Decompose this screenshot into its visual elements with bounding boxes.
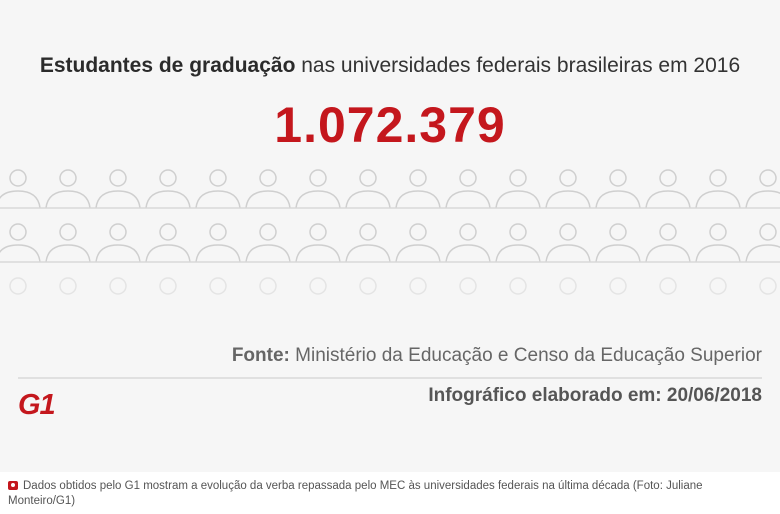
person-icon [395,223,441,263]
person-icon [309,277,327,295]
person-icon [595,223,641,263]
person-icon [595,169,641,209]
person-icon [445,169,491,209]
person-icon [645,169,691,209]
person-icon [195,169,241,209]
person-icon [345,169,391,209]
person-icon [145,169,191,209]
infographic-title: Estudantes de graduação nas universidade… [0,54,780,78]
person-icon [209,277,227,295]
person-icon [495,169,541,209]
person-icon [709,277,727,295]
person-icon [295,223,341,263]
person-icon [495,223,541,263]
photo-caption: Dados obtidos pelo G1 mostram a evolução… [8,479,768,509]
person-icon [59,277,77,295]
person-icon [745,223,780,263]
person-icon [95,169,141,209]
person-icon [395,169,441,209]
infographic-date: Infográfico elaborado em: 20/06/2018 [428,385,762,406]
person-icon [645,223,691,263]
title-rest: nas universidades federais brasileiras e… [295,54,741,77]
g1-logo-text: G1 [18,389,56,421]
person-icon [609,277,627,295]
person-icon [45,223,91,263]
person-icon [345,223,391,263]
person-icon [0,223,41,263]
person-icon [295,169,341,209]
person-icon [545,223,591,263]
person-icon [95,223,141,263]
person-icon [545,169,591,209]
person-icon [245,223,291,263]
camera-icon [8,481,18,490]
g1-logo: G1 [18,390,64,420]
person-icon [359,277,377,295]
person-icon [459,277,477,295]
person-icon [109,277,127,295]
source-label: Fonte: [231,345,290,366]
person-icon [509,277,527,295]
person-icon [695,223,741,263]
person-icon [245,169,291,209]
people-figures [0,160,780,300]
person-icon [159,277,177,295]
divider [18,377,762,379]
person-icon [145,223,191,263]
people-icon-grid [0,169,780,295]
person-icon [259,277,277,295]
person-icon [9,277,27,295]
person-icon [659,277,677,295]
person-icon [759,277,777,295]
source-text: Ministério da Educação e Censo da Educaç… [289,345,762,366]
student-count: 1.072.379 [274,97,506,153]
person-icon [745,169,780,209]
person-icon [0,169,41,209]
title-bold: Estudantes de graduação [39,54,296,77]
person-icon [559,277,577,295]
caption-text: Dados obtidos pelo G1 mostram a evolução… [8,480,703,507]
person-icon [45,169,91,209]
person-icon [195,223,241,263]
person-icon [409,277,427,295]
person-icon [445,223,491,263]
infographic-card: Estudantes de graduação nas universidade… [0,54,780,420]
source-line: Fonte: Ministério da Educação e Censo da… [232,345,762,367]
person-icon [695,169,741,209]
